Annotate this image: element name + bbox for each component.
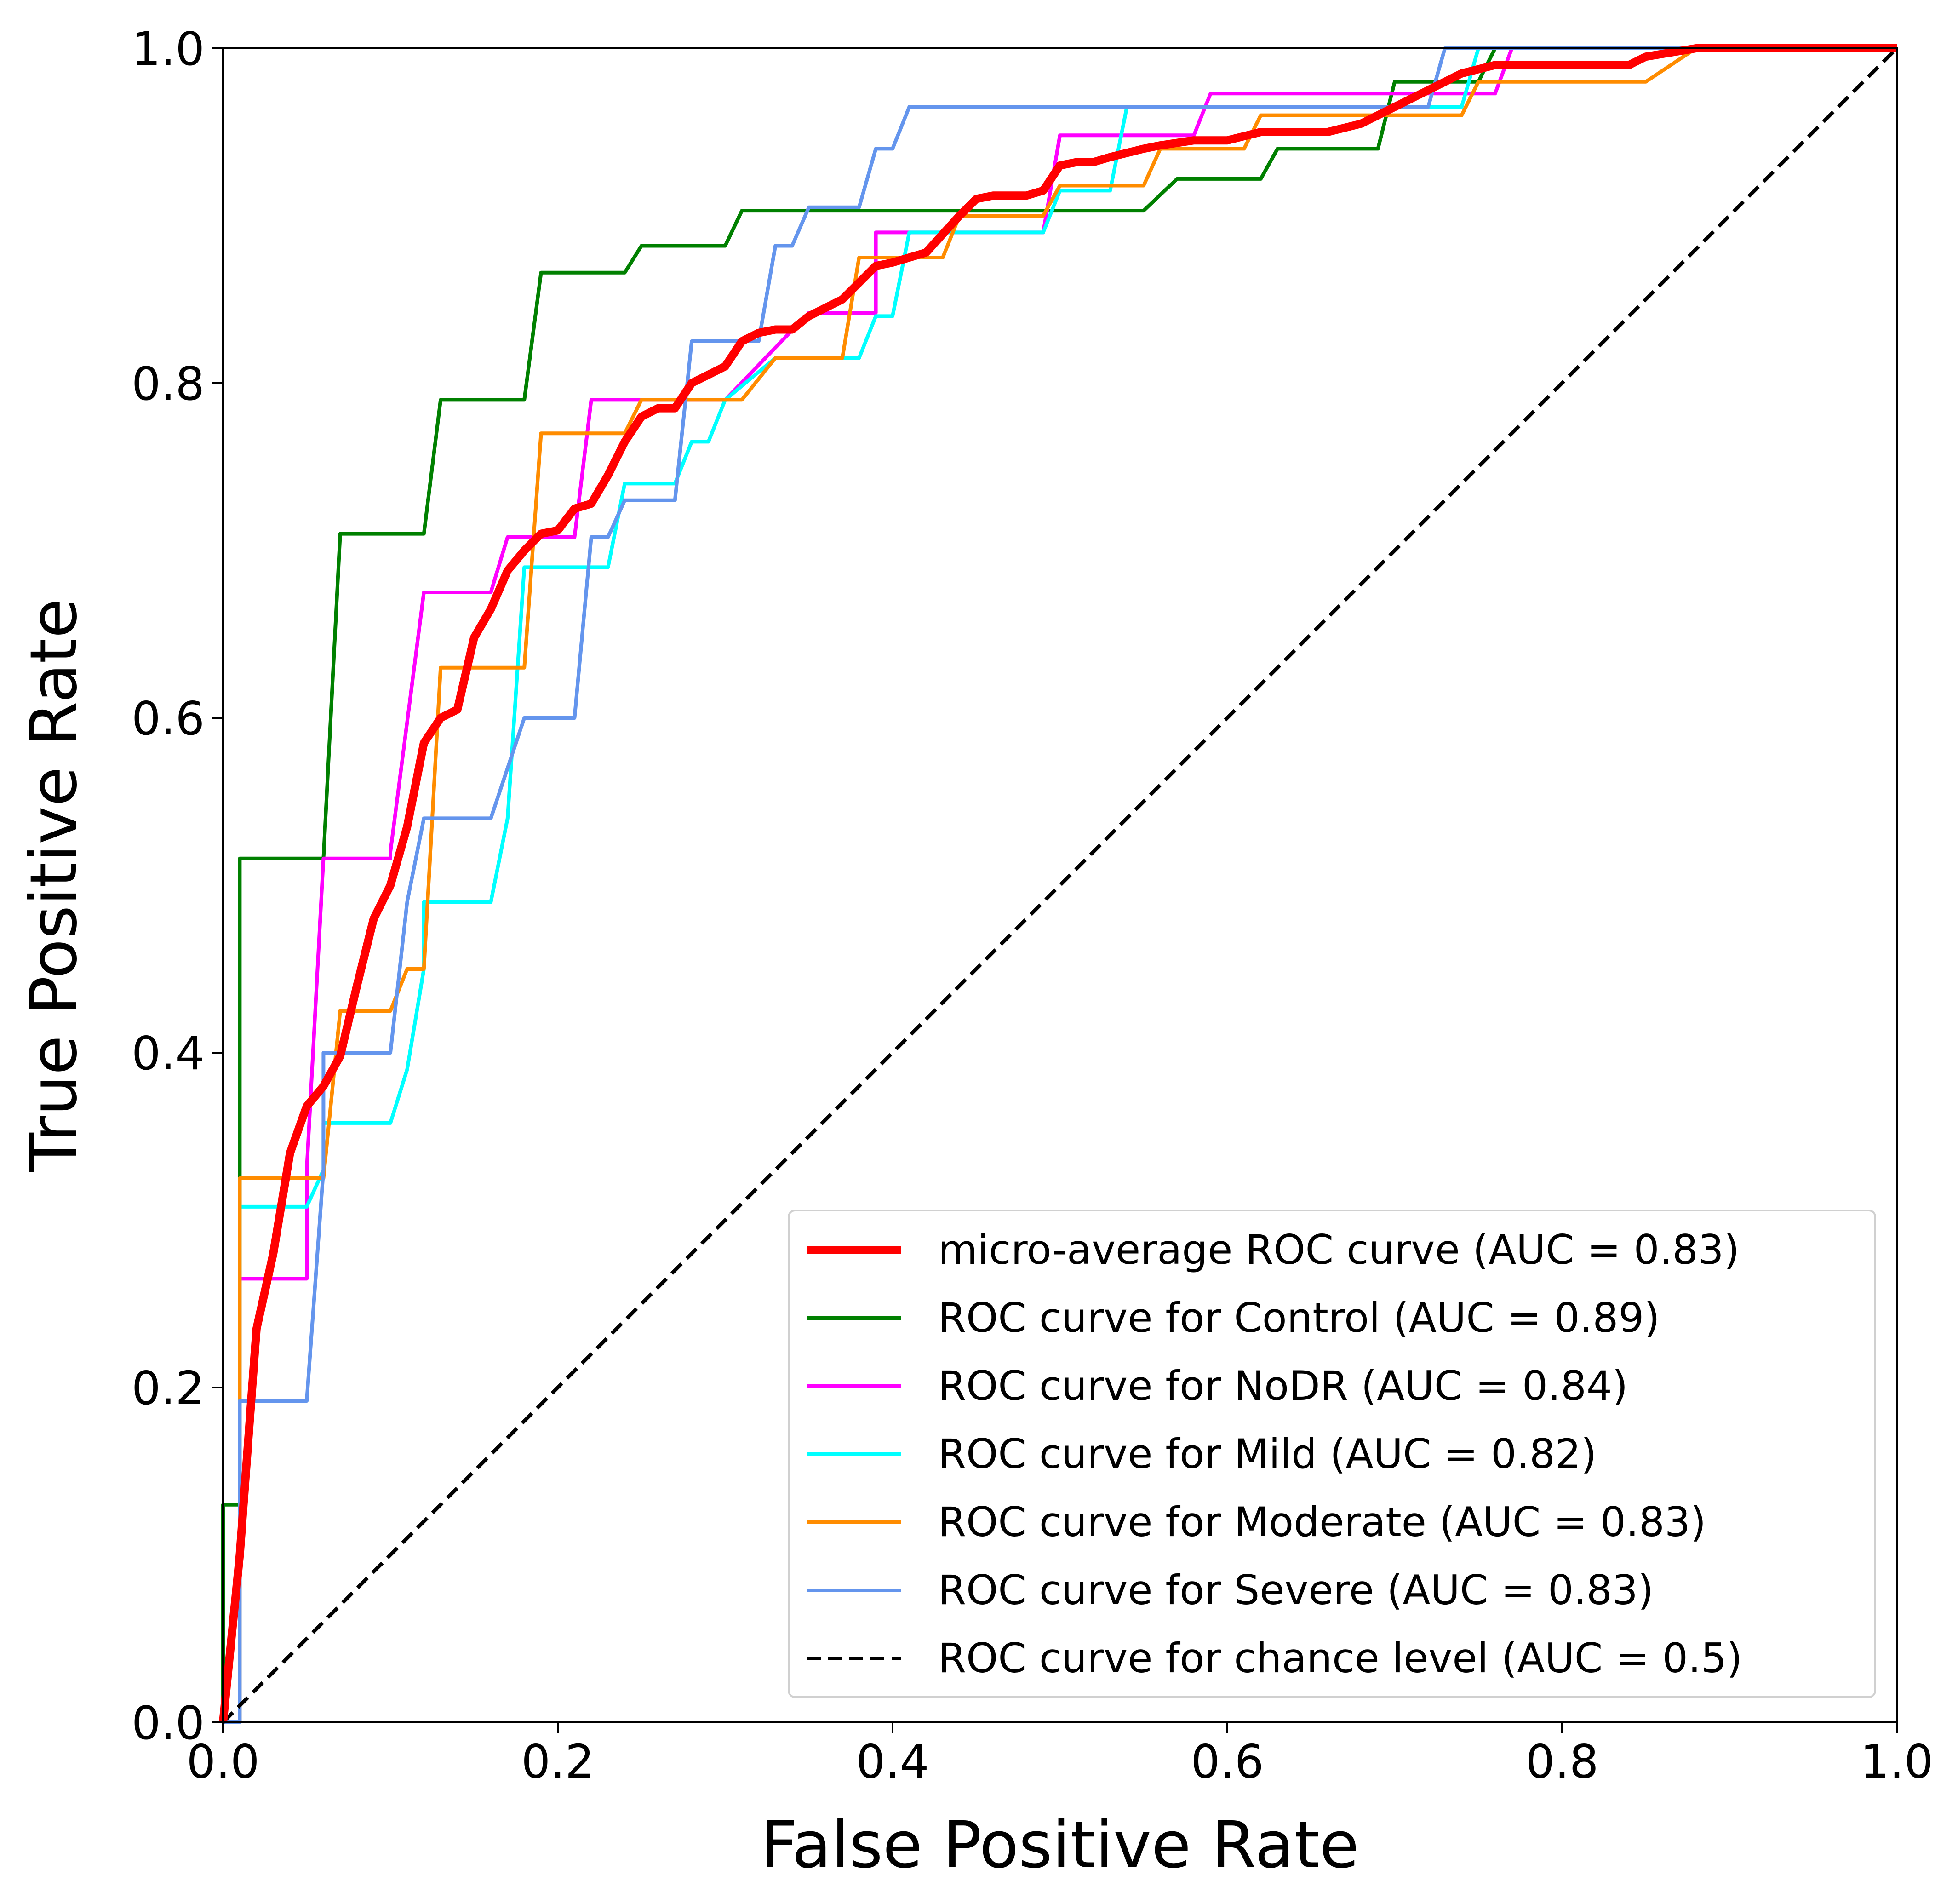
x-tick-label: 0.0 xyxy=(186,1735,259,1789)
y-tick-label: 0.6 xyxy=(132,692,205,746)
legend-label-5: ROC curve for Severe (AUC = 0.83) xyxy=(938,1566,1654,1614)
series-line-3 xyxy=(223,46,1897,1724)
legend-label-0: micro-average ROC curve (AUC = 0.83) xyxy=(938,1226,1740,1273)
legend-label-3: ROC curve for Mild (AUC = 0.82) xyxy=(938,1430,1597,1478)
x-tick-label: 0.2 xyxy=(521,1735,594,1789)
x-tick-label: 0.4 xyxy=(856,1735,929,1789)
x-tick-label: 1.0 xyxy=(1860,1735,1933,1789)
y-axis: 0.0 0.2 0.4 0.6 0.8 1.0 xyxy=(132,22,223,1750)
series-line-6 xyxy=(222,47,1898,1724)
x-axis-label: False Positive Rate xyxy=(761,1808,1359,1883)
y-tick-label: 1.0 xyxy=(132,22,205,76)
legend-box xyxy=(788,1210,1876,1698)
plot-frame xyxy=(222,47,1898,1723)
series-line-0 xyxy=(219,44,1897,1723)
x-axis: 0.0 0.2 0.4 0.6 0.8 1.0 xyxy=(186,1722,1934,1789)
legend-label-6: ROC curve for chance level (AUC = 0.5) xyxy=(938,1634,1742,1682)
y-tick-label: 0.4 xyxy=(132,1027,205,1080)
x-tick-label: 0.8 xyxy=(1525,1735,1598,1789)
legend: micro-average ROC curve (AUC = 0.83) ROC … xyxy=(788,1210,1876,1698)
series-layer xyxy=(219,44,1898,1724)
series-line-1 xyxy=(221,46,1897,1722)
y-tick-label: 0.0 xyxy=(132,1696,205,1750)
y-tick-label: 0.2 xyxy=(132,1361,205,1415)
series-line-2 xyxy=(223,46,1897,1724)
x-tick-label: 0.6 xyxy=(1191,1735,1264,1789)
legend-label-2: ROC curve for NoDR (AUC = 0.84) xyxy=(938,1362,1628,1410)
y-axis-label: True Positive Rate xyxy=(17,598,92,1172)
legend-label-1: ROC curve for Control (AUC = 0.89) xyxy=(938,1294,1660,1342)
series-line-4 xyxy=(223,46,1897,1724)
legend-label-4: ROC curve for Moderate (AUC = 0.83) xyxy=(938,1498,1706,1546)
y-tick-label: 0.8 xyxy=(132,357,205,411)
